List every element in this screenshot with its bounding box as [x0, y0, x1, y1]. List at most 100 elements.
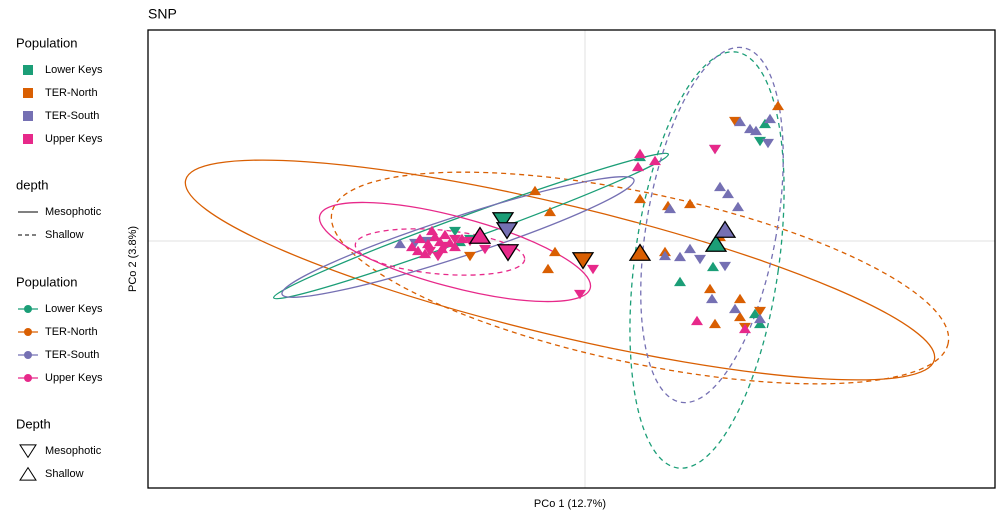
legend-key: [24, 305, 32, 313]
point: [542, 263, 554, 274]
point: [722, 188, 734, 199]
legend-label: Shallow: [45, 468, 84, 480]
legend-key: [23, 65, 33, 75]
point: [704, 283, 716, 294]
ellipse: [281, 176, 635, 298]
chart-title: SNP: [148, 6, 177, 22]
centroid: [468, 226, 492, 244]
point: [587, 264, 599, 275]
point: [449, 226, 461, 237]
centroid: [628, 243, 652, 261]
point: [706, 293, 718, 304]
legend-key: [24, 351, 32, 359]
point: [734, 116, 746, 127]
point: [754, 318, 766, 329]
point: [632, 161, 644, 172]
point: [419, 248, 431, 259]
point: [426, 225, 438, 236]
legend-key: [24, 374, 32, 382]
point: [464, 251, 476, 262]
point: [750, 125, 762, 136]
point: [709, 144, 721, 155]
legend-title: Population: [16, 274, 77, 289]
point: [449, 234, 461, 245]
legend-key: [23, 111, 33, 121]
point: [434, 236, 446, 247]
point: [729, 116, 741, 127]
centroid: [713, 220, 737, 238]
ellipse: [640, 46, 784, 404]
point: [764, 113, 776, 124]
point: [424, 246, 436, 257]
point: [634, 148, 646, 159]
legend-label: Lower Keys: [45, 64, 103, 76]
point: [574, 289, 586, 300]
point: [412, 245, 424, 256]
centroid: [491, 212, 515, 230]
ellipse: [354, 228, 526, 276]
centroid: [571, 252, 595, 270]
ellipse: [184, 159, 936, 381]
point: [729, 303, 741, 314]
legend-key: [24, 328, 32, 336]
centroid: [496, 244, 520, 262]
point: [664, 203, 676, 214]
point: [674, 251, 686, 262]
point: [754, 313, 766, 324]
centroid: [495, 222, 519, 240]
ellipse: [629, 51, 785, 469]
legend-label: TER-South: [45, 349, 99, 361]
point: [406, 241, 418, 252]
legend-label: Shallow: [45, 229, 84, 241]
legend-key: [23, 134, 33, 144]
point: [684, 243, 696, 254]
legend-label: Lower Keys: [45, 303, 103, 315]
point: [479, 244, 491, 255]
legend-key: [23, 88, 33, 98]
plot-border: [147, 29, 996, 489]
point: [772, 100, 784, 111]
point: [429, 231, 441, 242]
point: [659, 250, 671, 261]
point: [444, 237, 456, 248]
centroid: [704, 234, 728, 252]
point: [754, 306, 766, 317]
legend-label: TER-North: [45, 87, 98, 99]
point: [449, 241, 461, 252]
point: [456, 233, 468, 244]
legend-label: TER-South: [45, 110, 99, 122]
point: [762, 138, 774, 149]
y-axis-label: PCo 2 (3.8%): [127, 226, 139, 292]
point: [739, 323, 751, 334]
point: [422, 238, 434, 249]
point: [714, 181, 726, 192]
point: [394, 238, 406, 249]
legend-label: TER-North: [45, 326, 98, 338]
legend-key: [19, 466, 37, 481]
point: [749, 308, 761, 319]
point: [734, 293, 746, 304]
point: [529, 185, 541, 196]
point: [544, 206, 556, 217]
point: [709, 318, 721, 329]
legend-title: Depth: [16, 416, 51, 431]
point: [549, 246, 561, 257]
point: [691, 315, 703, 326]
point: [634, 193, 646, 204]
point: [439, 229, 451, 240]
point: [734, 311, 746, 322]
point: [759, 118, 771, 129]
point: [684, 198, 696, 209]
legend-label: Mesophotic: [45, 206, 102, 218]
point: [694, 254, 706, 265]
point: [649, 155, 661, 166]
point: [432, 251, 444, 262]
legend-title: Population: [16, 35, 77, 50]
legend-label: Upper Keys: [45, 372, 103, 384]
point: [719, 261, 731, 272]
ellipse: [272, 152, 670, 300]
point: [707, 261, 719, 272]
legend-key: [19, 444, 37, 459]
point: [732, 201, 744, 212]
